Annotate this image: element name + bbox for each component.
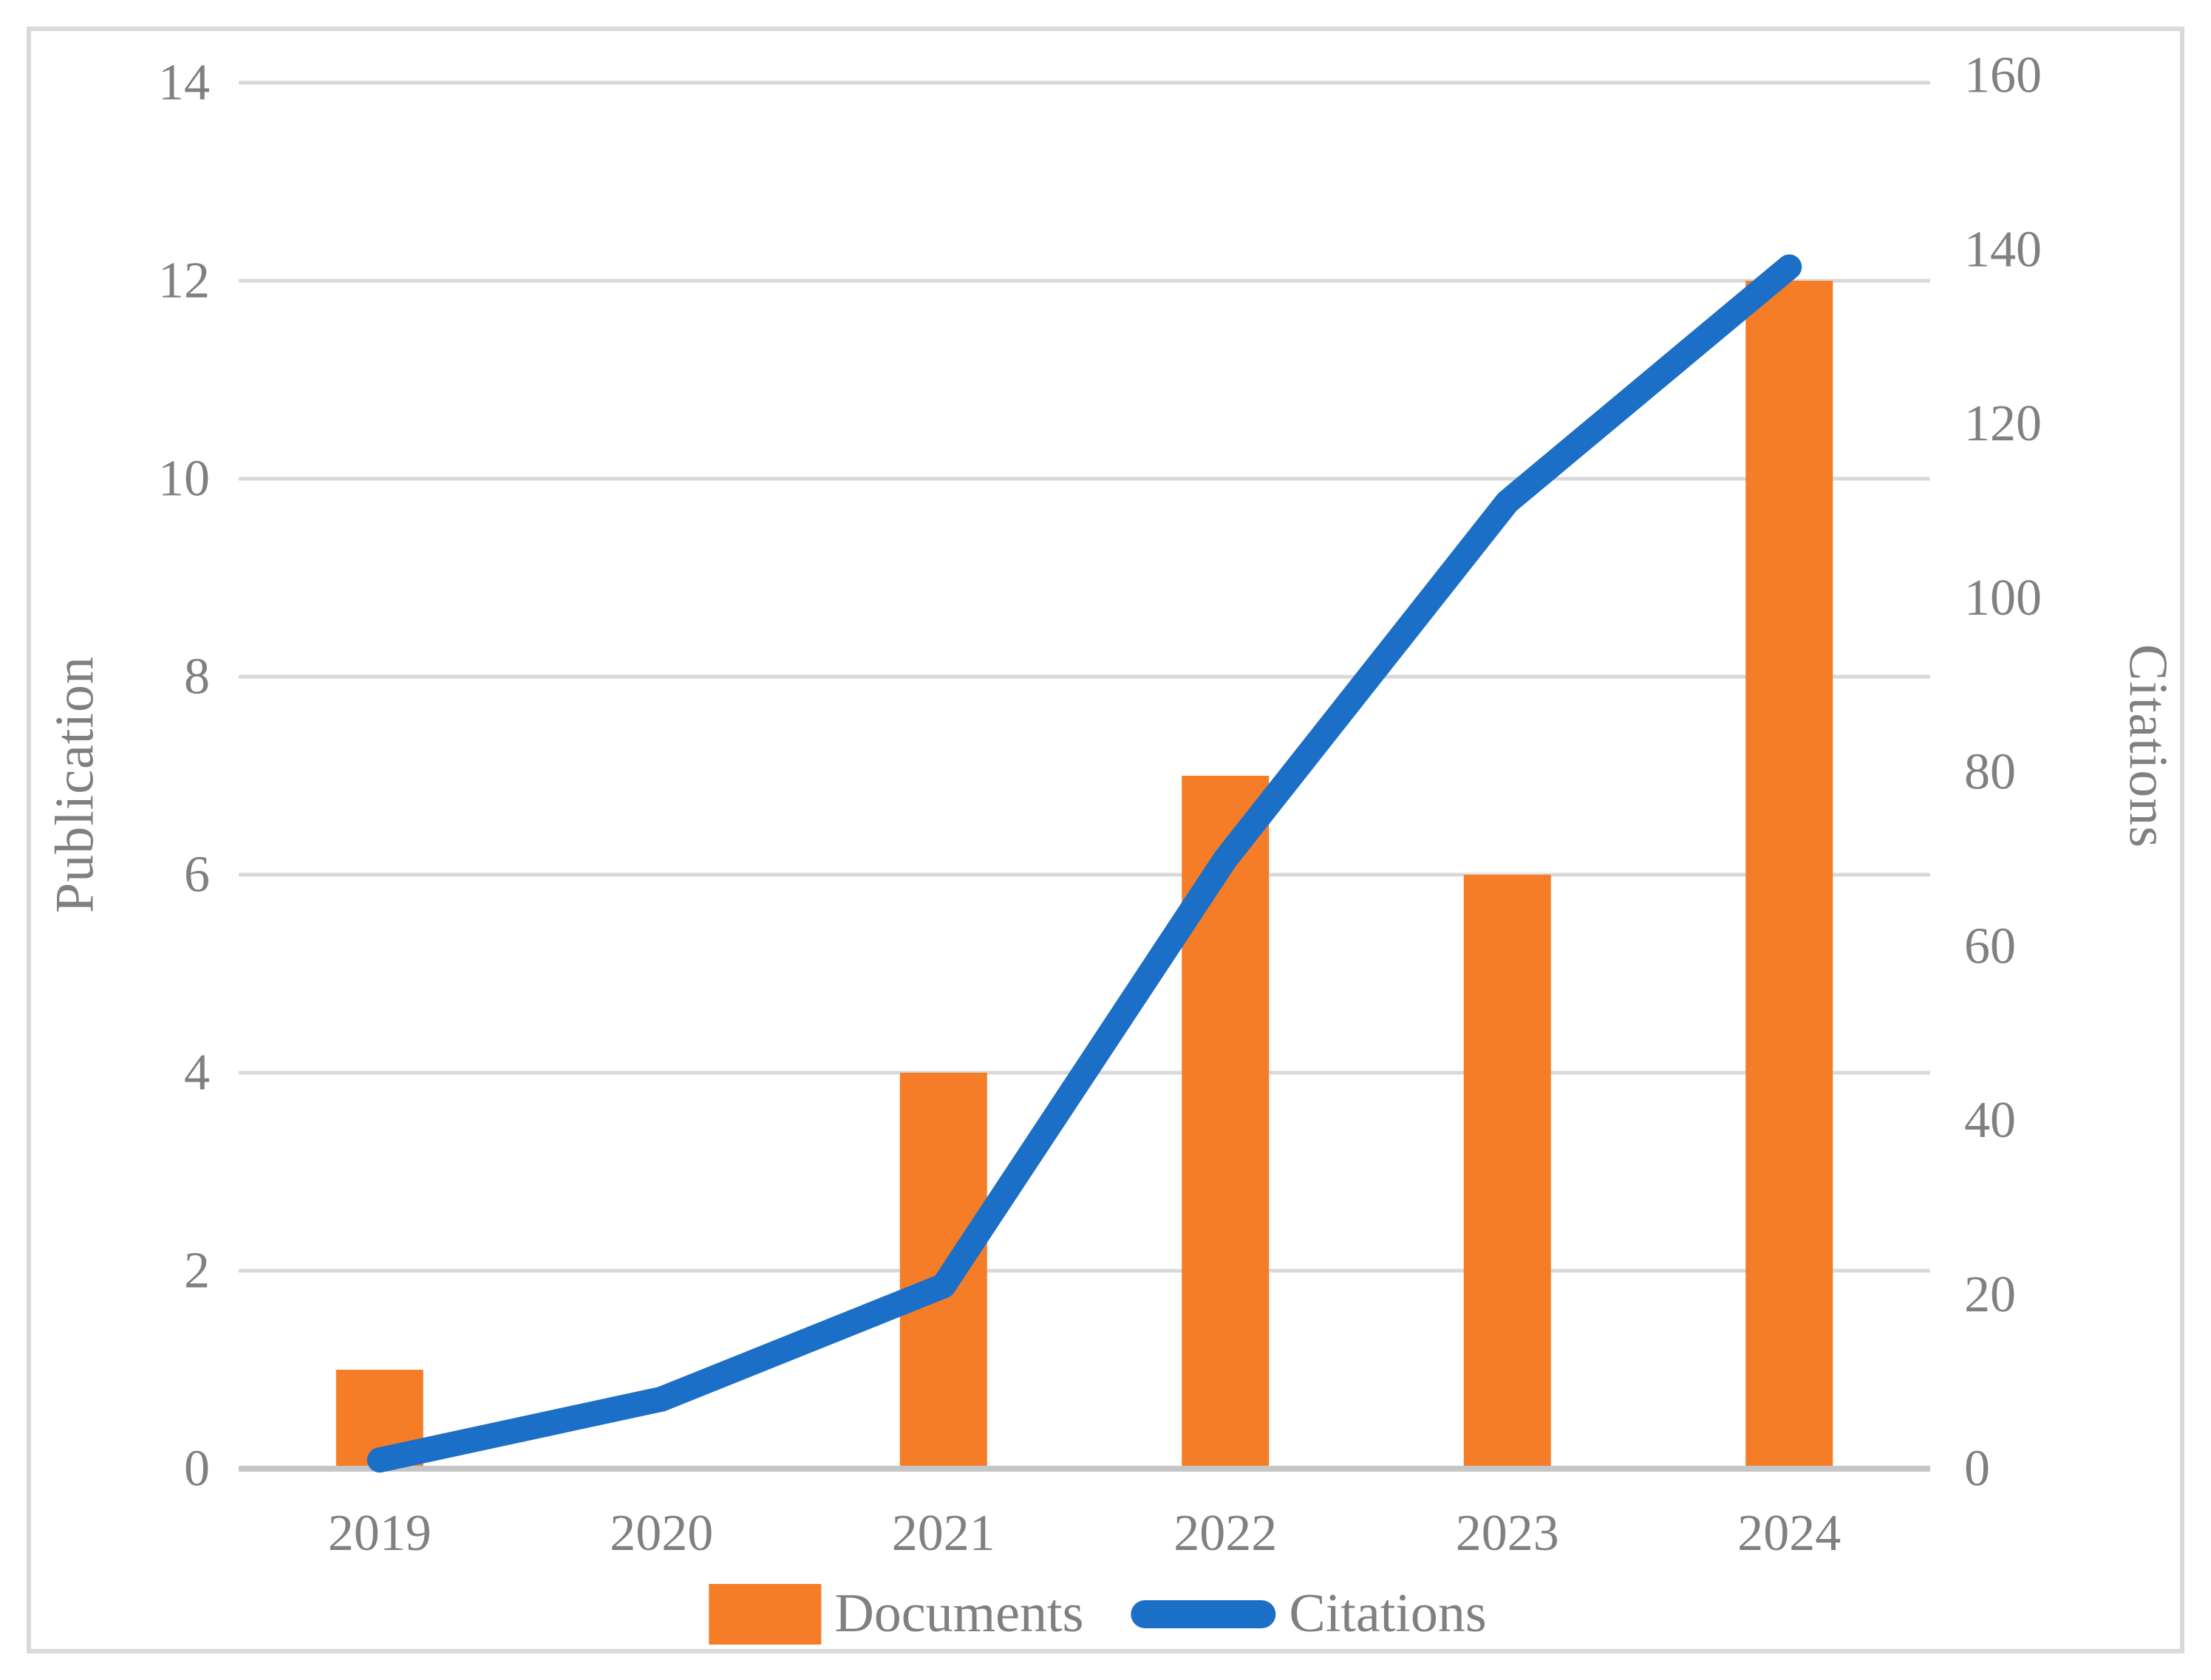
right-axis-tick-label: 0	[1964, 1441, 1990, 1498]
chart-legend: Documents Citations	[709, 1582, 1487, 1645]
left-axis-title: Publication	[44, 655, 106, 914]
left-axis-tick-label: 4	[184, 1045, 210, 1102]
x-axis-label-2019: 2019	[328, 1505, 432, 1562]
left-axis-tick-label: 6	[184, 847, 210, 904]
left-axis-tick-label: 8	[184, 649, 210, 706]
right-axis-tick-label: 120	[1964, 395, 2042, 452]
x-axis-label-2023: 2023	[1456, 1505, 1559, 1562]
citations-swatch-icon	[1131, 1599, 1276, 1628]
legend-label-citations: Citations	[1289, 1583, 1487, 1644]
bar-2023	[1463, 875, 1551, 1469]
right-axis-tick-label: 100	[1964, 570, 2042, 626]
right-axis-tick-label: 140	[1964, 221, 2042, 278]
right-axis-tick-label: 20	[1964, 1266, 2016, 1323]
citations-line	[367, 254, 1802, 1473]
documents-swatch-icon	[709, 1583, 822, 1645]
bar-2024	[1745, 281, 1833, 1469]
x-axis-label-2020: 2020	[610, 1505, 713, 1562]
left-axis-tick-label: 12	[158, 253, 210, 310]
left-axis-tick-label: 10	[158, 451, 210, 508]
right-axis-tick-label: 80	[1964, 744, 2016, 801]
right-axis-tick-label: 40	[1964, 1092, 2016, 1149]
x-axis-label-2021: 2021	[892, 1505, 995, 1562]
right-axis-title: Citations	[2117, 643, 2178, 849]
legend-item-citations: Citations	[1131, 1582, 1487, 1645]
left-axis-tick-label: 2	[184, 1243, 210, 1300]
legend-label-documents: Documents	[834, 1583, 1084, 1644]
x-axis-label-2022: 2022	[1173, 1505, 1277, 1562]
right-axis-tick-label: 160	[1964, 47, 2042, 104]
left-axis-tick-label: 14	[158, 55, 210, 112]
right-axis-tick-label: 60	[1964, 918, 2016, 974]
left-axis-tick-label: 0	[184, 1441, 210, 1498]
legend-item-documents: Documents	[709, 1582, 1083, 1645]
x-axis-label-2024: 2024	[1737, 1505, 1841, 1562]
